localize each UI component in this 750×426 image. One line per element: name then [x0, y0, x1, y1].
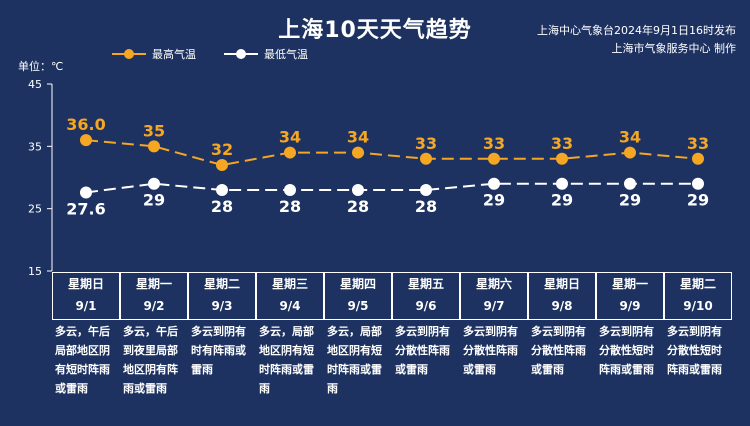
high-temp-label: 32: [211, 140, 233, 159]
day-weekday: 星期六: [475, 277, 512, 291]
low-temp-label: 29: [619, 191, 641, 210]
low-temp-point: [148, 177, 160, 190]
day-date: 9/2: [143, 299, 165, 313]
day-weekday: 星期一: [135, 277, 172, 291]
day-weekday: 星期二: [203, 277, 240, 291]
day-header: 星期日 9/1: [52, 272, 120, 320]
day-weather-desc: 多云，午后到夜里局部地区阴有阵雨或雷雨: [123, 325, 178, 395]
legend-low-marker: [224, 49, 258, 59]
high-temp-label: 33: [551, 134, 573, 153]
day-date: 9/4: [279, 299, 301, 313]
low-temp-label: 28: [415, 197, 437, 216]
source-line-2: 上海市气象服务中心 制作: [611, 42, 737, 55]
legend-item-high: 最高气温: [112, 46, 196, 62]
high-temp-point: [488, 152, 500, 165]
low-temp-point: [352, 183, 364, 196]
day-date: 9/5: [347, 299, 369, 313]
day-weather-desc: 多云到阴有分散性阵雨或雷雨: [463, 325, 518, 376]
day-header: 星期六 9/7: [460, 272, 528, 320]
day-weekday: 星期二: [679, 277, 716, 291]
high-temp-point: [624, 146, 636, 159]
day-weather-desc: 多云到阴有时有阵雨或雷雨: [191, 325, 246, 376]
day-date: 9/8: [551, 299, 573, 313]
high-temp-label: 33: [483, 134, 505, 153]
day-header: 星期日 9/8: [528, 272, 596, 320]
source-line-1: 上海中心气象台2024年9月1日16时发布: [537, 24, 736, 37]
day-weather-desc: 多云到阴有分散性短时阵雨或雷雨: [599, 325, 654, 376]
high-temp-point: [284, 146, 296, 159]
low-temp-point: [80, 186, 92, 199]
day-weekday: 星期五: [407, 277, 444, 291]
day-weekday: 星期三: [271, 277, 308, 291]
high-temp-point: [352, 146, 364, 159]
high-temp-label: 36.0: [66, 115, 105, 134]
day-header: 星期一 9/2: [120, 272, 188, 320]
low-temp-label: 29: [143, 191, 165, 210]
day-weather-desc: 多云到阴有分散性短时阵雨或雷雨: [667, 325, 722, 376]
day-weather-desc: 多云，局部地区阴有短时阵雨或雷雨: [259, 325, 314, 395]
legend-low-label: 最低气温: [264, 48, 308, 61]
high-temp-point: [420, 152, 432, 165]
low-temp-point: [284, 183, 296, 196]
low-temp-label: 28: [347, 197, 369, 216]
low-temp-point: [556, 177, 568, 190]
y-tick-label: 25: [28, 203, 42, 216]
day-weekday: 星期日: [67, 277, 104, 291]
low-temp-line: [85, 182, 698, 194]
legend-high-marker: [112, 49, 146, 59]
high-temp-label: 33: [687, 134, 709, 153]
low-temp-point: [216, 183, 228, 196]
page-title: 上海10天天气趋势: [278, 18, 472, 43]
low-temp-point: [624, 177, 636, 190]
day-date: 9/7: [483, 299, 505, 313]
high-temp-point: [148, 140, 160, 153]
high-temp-point: [556, 152, 568, 165]
y-tick-label: 35: [28, 140, 42, 153]
source-info: 上海中心气象台2024年9月1日16时发布 上海市气象服务中心 制作: [537, 22, 736, 58]
day-weather-desc: 多云到阴有分散性阵雨或雷雨: [531, 325, 586, 376]
low-temp-point: [692, 177, 704, 190]
low-temp-label: 29: [687, 191, 709, 210]
day-weather-desc: 多云，局部地区阴有短时阵雨或雷雨: [327, 325, 382, 395]
high-temp-point: [80, 134, 92, 147]
day-header: 星期三 9/4: [256, 272, 324, 320]
y-tick-label: 15: [28, 265, 42, 278]
day-header: 星期四 9/5: [324, 272, 392, 320]
high-temp-label: 34: [619, 128, 641, 147]
low-temp-point: [420, 183, 432, 196]
day-date: 9/9: [619, 299, 641, 313]
day-weekday: 星期四: [339, 277, 376, 291]
day-weekday: 星期一: [611, 277, 648, 291]
low-temp-label: 28: [211, 197, 233, 216]
day-weather-desc: 多云，午后局部地区阴有短时阵雨或雷雨: [55, 325, 110, 395]
legend-high-label: 最高气温: [152, 48, 196, 61]
low-temp-label: 29: [483, 191, 505, 210]
day-header: 星期一 9/9: [596, 272, 664, 320]
day-weather-desc: 多云到阴有分散性阵雨或雷雨: [395, 325, 450, 376]
low-temp-label: 28: [279, 197, 301, 216]
low-temp-label: 29: [551, 191, 573, 210]
unit-label: 单位：℃: [18, 60, 64, 73]
high-temp-label: 33: [415, 134, 437, 153]
high-temp-point: [216, 159, 228, 172]
low-temp-label: 27.6: [66, 199, 105, 218]
day-header: 星期二 9/10: [664, 272, 732, 320]
day-weekday: 星期日: [543, 277, 580, 291]
legend-item-low: 最低气温: [224, 46, 308, 62]
low-temp-point: [488, 177, 500, 190]
high-temp-label: 34: [279, 128, 301, 147]
legend: 最高气温 最低气温: [112, 46, 308, 62]
day-header: 星期五 9/6: [392, 272, 460, 320]
high-temp-label: 34: [347, 128, 369, 147]
day-header: 星期二 9/3: [188, 272, 256, 320]
day-date: 9/10: [683, 299, 713, 313]
high-temp-line: [85, 139, 699, 167]
high-temp-label: 35: [143, 121, 165, 140]
day-date: 9/1: [75, 299, 97, 313]
day-date: 9/3: [211, 299, 233, 313]
y-tick-label: 45: [28, 78, 42, 91]
day-date: 9/6: [415, 299, 437, 313]
high-temp-point: [692, 152, 704, 165]
